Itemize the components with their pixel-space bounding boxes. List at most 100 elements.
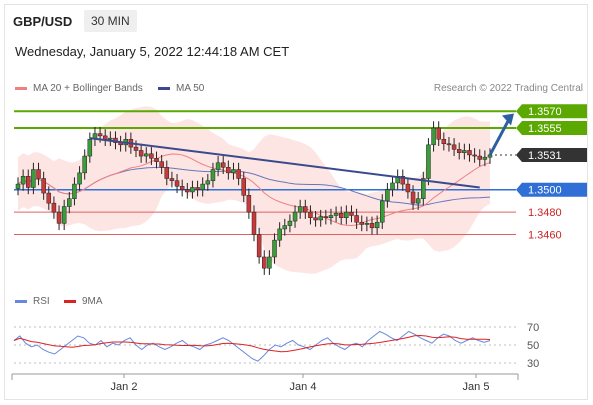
legend-9ma: 9MA [64,296,103,307]
candle-body [51,202,57,213]
level-label-1.3531: 1.3531 [528,150,562,162]
rsi-swatch [15,299,27,303]
candle-body [287,220,293,226]
candle-body [410,191,416,204]
legend-ma50-label: MA 50 [176,83,205,94]
candle-body [205,180,211,185]
level-tag-1.3555 [516,121,587,136]
trendline [89,137,480,189]
legend-ma20-label: MA 20 + Bollinger Bands [33,83,143,94]
timeframe-badge[interactable]: 30 MIN [84,10,137,32]
x-tick-label: Jan 4 [290,381,317,393]
level-tag-1.3500 [516,182,587,197]
ma20-line [17,153,491,226]
ma50-swatch [158,86,170,90]
candle-body [46,192,52,204]
candle-body [380,200,385,223]
candle-body [374,221,380,229]
candle-body [174,180,180,187]
candle-body [477,155,482,160]
candle-body [133,146,139,151]
ma9-swatch [64,299,76,303]
candle-body [144,153,149,157]
candle-body [195,187,200,190]
candle-body [277,228,282,241]
symbol-title: GBP/USD [13,14,73,29]
candle-body [349,211,354,216]
rsi-level-label-50: 50 [527,340,539,352]
candle-body [456,149,462,153]
candle-body [15,183,21,189]
candle-body [308,211,313,218]
candle-body [77,172,82,185]
candle-body [154,158,159,162]
candle-body [226,167,231,174]
candle-body [369,223,375,229]
legend-9ma-label: 9MA [82,296,103,307]
candle-body [231,169,236,174]
candle-body [338,212,344,218]
candle-body [282,225,288,230]
candle-body [220,162,226,168]
candle-body [262,256,267,269]
candle-body [236,169,241,179]
candle-body [26,175,31,188]
candle-body [72,183,77,199]
ma20-swatch [15,86,27,90]
candle-body [364,223,370,225]
legend-rsi-label: RSI [33,296,50,307]
candle-body [462,150,467,153]
level-label-1.3460: 1.3460 [528,230,562,242]
candle-body [441,138,447,144]
candle-body [169,178,175,181]
candle-body [431,127,436,146]
candle-body [256,234,262,258]
candle-body [390,182,395,190]
candle-body [405,183,411,193]
candle-body [190,187,195,193]
candle-body [313,217,318,221]
level-tag-1.3531 [516,147,587,162]
candle-body [185,189,190,193]
candle-body [67,198,72,207]
candle-body [436,127,441,140]
legend-rsi: RSI [15,296,50,307]
candle-body [149,153,154,159]
x-tick-label: Jan 2 [111,381,138,393]
candle-body [87,138,93,157]
candle-body [267,256,272,269]
candle-body [200,183,205,190]
candle-body [241,178,246,196]
candle-body [179,186,185,190]
candle-body [328,215,334,218]
legend-ma20: MA 20 + Bollinger Bands [15,83,143,94]
rsi-level-label-30: 30 [527,358,539,370]
candle-body [272,239,277,258]
candle-body [31,169,36,188]
candle-body [333,212,339,216]
candle-body [467,150,472,156]
candle-body [82,155,87,174]
candle-body [41,178,46,194]
forecast-arrow-shaft [488,116,512,156]
candle-body [482,156,488,160]
candle-body [451,144,457,150]
candle-body [210,169,216,181]
legend-ma50: MA 50 [158,83,204,94]
level-label-1.3570: 1.3570 [528,106,562,118]
x-tick-label: Jan 5 [463,381,490,393]
candle-body [164,167,170,179]
candle-body [292,211,298,222]
candle-body [20,175,26,185]
candle-body [215,162,221,170]
candle-body [426,144,431,179]
level-tag-1.3570 [516,104,587,119]
candle-body [251,211,257,235]
candle-body [297,206,303,213]
candle-body [446,143,452,146]
candle-body [344,211,349,218]
chart-frame [4,4,588,400]
copyright-text: Research © 2022 Trading Central [433,83,583,94]
candle-body [56,211,62,224]
